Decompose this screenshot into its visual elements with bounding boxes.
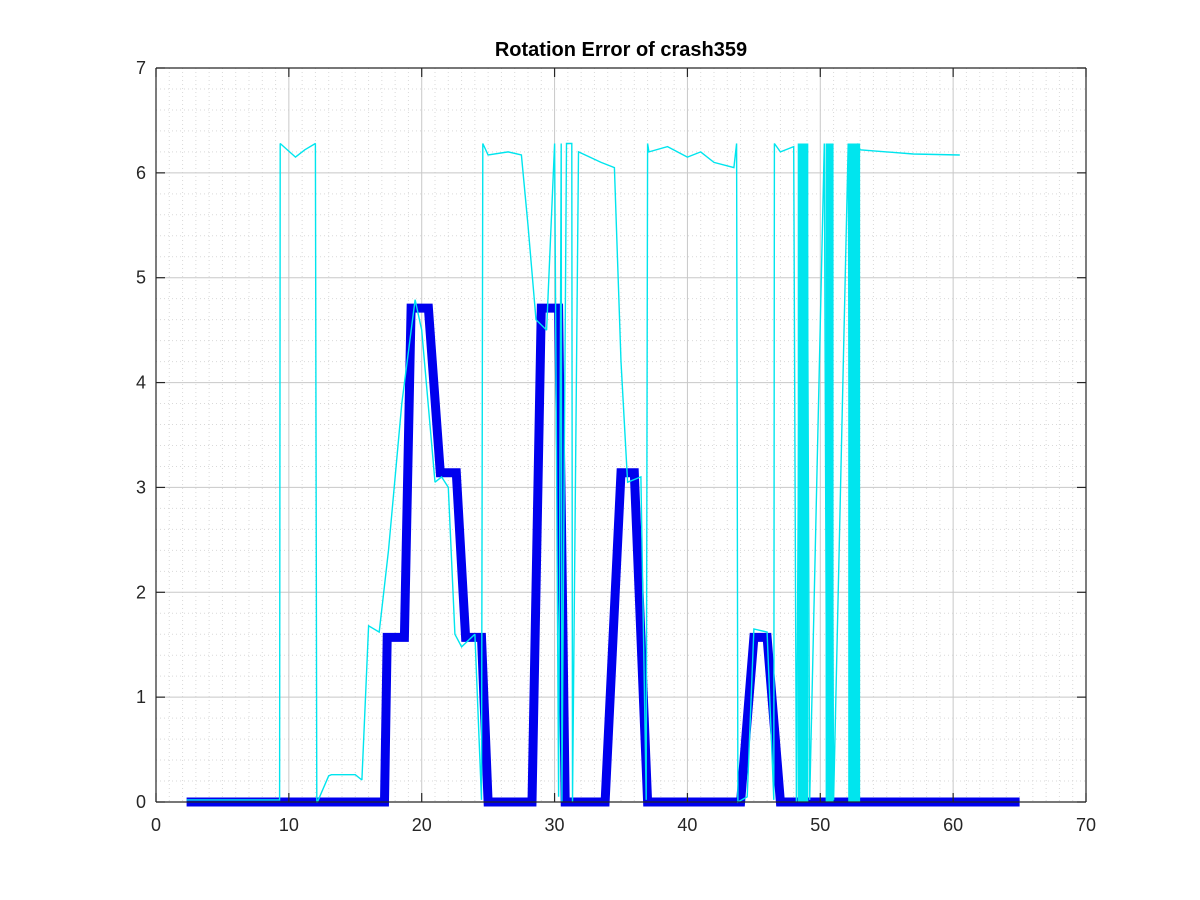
x-tick-label: 0 — [151, 815, 161, 835]
y-tick-label: 6 — [136, 163, 146, 183]
x-tick-label: 20 — [412, 815, 432, 835]
y-tick-label: 1 — [136, 687, 146, 707]
y-tick-label: 2 — [136, 582, 146, 602]
x-tick-label: 10 — [279, 815, 299, 835]
x-tick-label: 70 — [1076, 815, 1096, 835]
filled-spike-2 — [825, 143, 834, 803]
y-tick-label: 3 — [136, 477, 146, 497]
y-tick-label: 5 — [136, 268, 146, 288]
chart-title: Rotation Error of crash359 — [495, 39, 747, 61]
x-tick-label: 30 — [545, 815, 565, 835]
x-tick-label: 60 — [943, 815, 963, 835]
y-tick-label: 4 — [136, 373, 146, 393]
y-tick-label: 7 — [136, 58, 146, 78]
x-tick-label: 40 — [677, 815, 697, 835]
axes — [155, 67, 1087, 803]
x-tick-label: 50 — [810, 815, 830, 835]
filled-spike-1 — [797, 143, 809, 803]
tick-labels: 0 10 20 30 40 50 60 70 0 1 2 3 4 5 6 7 — [136, 58, 1096, 835]
filled-spike-3 — [848, 143, 861, 803]
y-tick-label: 0 — [136, 792, 146, 812]
plot-area — [156, 68, 1086, 802]
